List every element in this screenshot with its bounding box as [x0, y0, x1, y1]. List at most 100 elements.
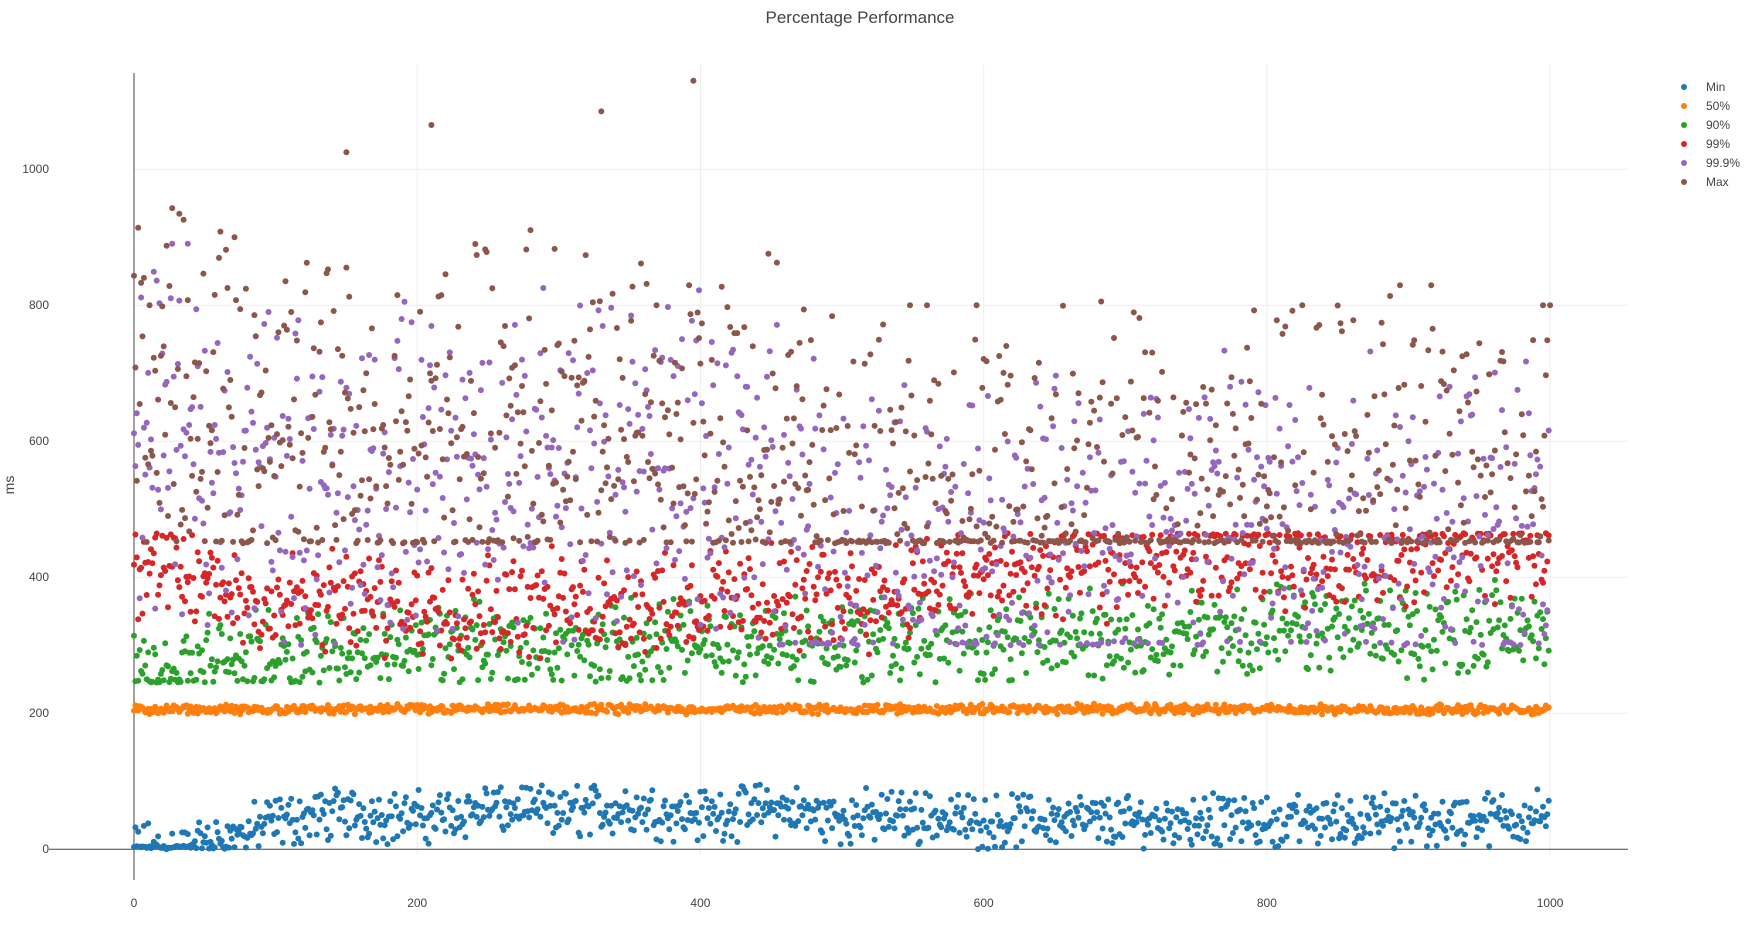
data-point — [506, 481, 512, 487]
data-point — [603, 412, 609, 418]
data-point — [802, 591, 808, 597]
data-point — [859, 674, 865, 680]
data-point — [1389, 640, 1395, 646]
data-point — [1100, 550, 1106, 556]
data-point — [1097, 417, 1103, 423]
data-point — [574, 424, 580, 430]
data-point — [433, 826, 439, 832]
data-point — [503, 804, 509, 810]
data-point — [1260, 570, 1266, 576]
data-point — [1288, 814, 1294, 820]
data-point — [1333, 819, 1339, 825]
data-point — [1362, 830, 1368, 836]
data-point — [1431, 637, 1437, 643]
data-point — [1332, 801, 1338, 807]
data-point — [1387, 587, 1393, 593]
data-point — [1533, 581, 1539, 587]
data-point — [807, 561, 813, 567]
data-point — [686, 601, 692, 607]
data-point — [917, 839, 923, 845]
data-point — [726, 569, 732, 575]
data-point — [1319, 711, 1325, 717]
data-point — [792, 640, 798, 646]
data-point — [1353, 825, 1359, 831]
data-point — [362, 655, 368, 661]
data-point — [613, 604, 619, 610]
data-point — [1367, 651, 1373, 657]
data-point — [537, 655, 543, 661]
y-tick-label: 400 — [29, 570, 49, 584]
data-point — [631, 573, 637, 579]
data-point — [1025, 580, 1031, 586]
data-point — [176, 584, 182, 590]
data-point — [1322, 601, 1328, 607]
data-point — [1270, 601, 1276, 607]
data-point — [1199, 600, 1205, 606]
data-point — [375, 564, 381, 570]
data-point — [267, 626, 273, 632]
data-point — [526, 661, 532, 667]
data-point — [571, 601, 577, 607]
data-point — [403, 794, 409, 800]
data-point — [1492, 577, 1498, 583]
data-point — [515, 620, 521, 626]
data-point — [205, 630, 211, 636]
x-tick-label: 400 — [690, 896, 710, 910]
data-point — [300, 674, 306, 680]
data-point — [1282, 564, 1288, 570]
data-point — [683, 639, 689, 645]
data-point — [528, 786, 534, 792]
data-point — [624, 567, 630, 573]
data-point — [804, 568, 810, 574]
data-point — [962, 827, 968, 833]
data-point — [927, 558, 933, 564]
data-point — [877, 545, 883, 551]
data-point — [215, 829, 221, 835]
data-point — [1482, 796, 1488, 802]
data-point — [1253, 587, 1259, 593]
data-point — [1104, 621, 1110, 627]
data-point — [1408, 839, 1414, 845]
data-point — [1362, 581, 1368, 587]
data-point — [571, 673, 577, 679]
data-point — [274, 335, 280, 341]
data-point — [200, 521, 206, 527]
data-point — [283, 549, 289, 555]
data-point — [1272, 648, 1278, 654]
data-point — [686, 799, 692, 805]
data-point — [176, 298, 182, 304]
data-point — [1258, 799, 1264, 805]
data-point — [516, 480, 522, 486]
data-point — [886, 610, 892, 616]
data-point — [141, 638, 147, 644]
data-point — [503, 572, 509, 578]
data-point — [1035, 578, 1041, 584]
data-point — [1042, 817, 1048, 823]
data-point — [995, 632, 1001, 638]
data-point — [675, 623, 681, 629]
data-point — [969, 611, 975, 617]
data-point — [257, 814, 263, 820]
data-point — [1492, 370, 1498, 376]
data-point — [1363, 639, 1369, 645]
data-point — [351, 611, 357, 617]
data-point — [1209, 834, 1215, 840]
data-point — [1458, 418, 1464, 424]
data-point — [185, 678, 191, 684]
data-point — [215, 658, 221, 664]
data-point — [605, 675, 611, 681]
data-point — [1398, 597, 1404, 603]
data-point — [414, 573, 420, 579]
data-point — [795, 818, 801, 824]
data-point — [1274, 491, 1280, 497]
data-point — [260, 619, 266, 625]
data-point — [712, 804, 718, 810]
data-point — [1151, 606, 1157, 612]
data-point — [985, 846, 991, 852]
data-point — [736, 649, 742, 655]
data-point — [351, 791, 357, 797]
data-point — [205, 824, 211, 830]
data-point — [1321, 554, 1327, 560]
data-point — [263, 440, 269, 446]
data-point — [1009, 677, 1015, 683]
